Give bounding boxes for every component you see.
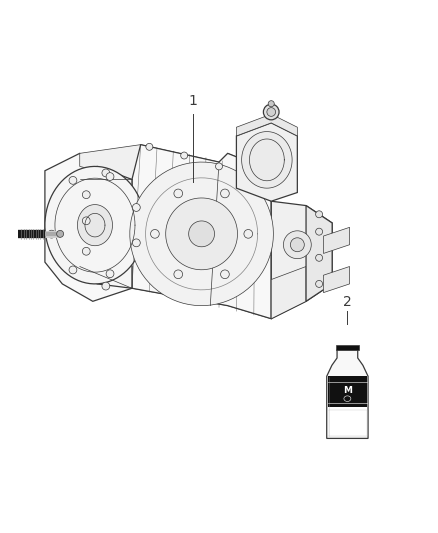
Circle shape xyxy=(268,101,274,107)
Text: 1: 1 xyxy=(188,94,198,108)
Circle shape xyxy=(132,239,140,247)
Circle shape xyxy=(102,169,110,177)
Polygon shape xyxy=(189,221,215,247)
Circle shape xyxy=(174,270,183,279)
Polygon shape xyxy=(45,154,132,301)
Polygon shape xyxy=(132,266,306,319)
Circle shape xyxy=(316,254,322,261)
Circle shape xyxy=(215,163,223,170)
Text: M: M xyxy=(343,386,352,395)
Circle shape xyxy=(82,191,90,199)
Circle shape xyxy=(146,143,153,150)
Circle shape xyxy=(69,176,77,184)
Bar xyxy=(328,376,367,408)
Polygon shape xyxy=(45,166,145,284)
Bar xyxy=(328,407,367,409)
Polygon shape xyxy=(78,205,113,246)
Polygon shape xyxy=(80,144,271,197)
Circle shape xyxy=(48,230,56,238)
Circle shape xyxy=(263,104,279,120)
Polygon shape xyxy=(242,132,292,188)
Circle shape xyxy=(151,230,159,238)
Circle shape xyxy=(82,217,90,225)
Circle shape xyxy=(316,280,322,287)
Circle shape xyxy=(267,108,276,116)
Bar xyxy=(336,345,359,350)
Polygon shape xyxy=(123,144,271,319)
Circle shape xyxy=(181,152,187,159)
Polygon shape xyxy=(306,206,332,301)
Text: 2: 2 xyxy=(343,295,352,309)
Polygon shape xyxy=(271,266,306,319)
Circle shape xyxy=(106,173,114,181)
Circle shape xyxy=(106,270,114,278)
Polygon shape xyxy=(237,114,297,136)
Circle shape xyxy=(102,282,110,290)
Circle shape xyxy=(316,211,322,218)
Polygon shape xyxy=(323,266,350,293)
Circle shape xyxy=(69,266,77,274)
Polygon shape xyxy=(45,127,332,319)
Polygon shape xyxy=(130,162,273,305)
Circle shape xyxy=(290,238,304,252)
Polygon shape xyxy=(166,198,237,270)
Circle shape xyxy=(57,230,64,237)
Circle shape xyxy=(174,189,183,198)
Circle shape xyxy=(132,204,140,212)
Bar xyxy=(328,410,367,436)
Polygon shape xyxy=(80,166,132,288)
Circle shape xyxy=(244,230,253,238)
Circle shape xyxy=(221,270,229,279)
Circle shape xyxy=(82,247,90,255)
Circle shape xyxy=(283,231,311,259)
Circle shape xyxy=(316,228,322,235)
Polygon shape xyxy=(237,123,297,201)
Polygon shape xyxy=(323,228,350,254)
Polygon shape xyxy=(327,350,368,439)
Polygon shape xyxy=(271,171,332,319)
Circle shape xyxy=(221,189,229,198)
